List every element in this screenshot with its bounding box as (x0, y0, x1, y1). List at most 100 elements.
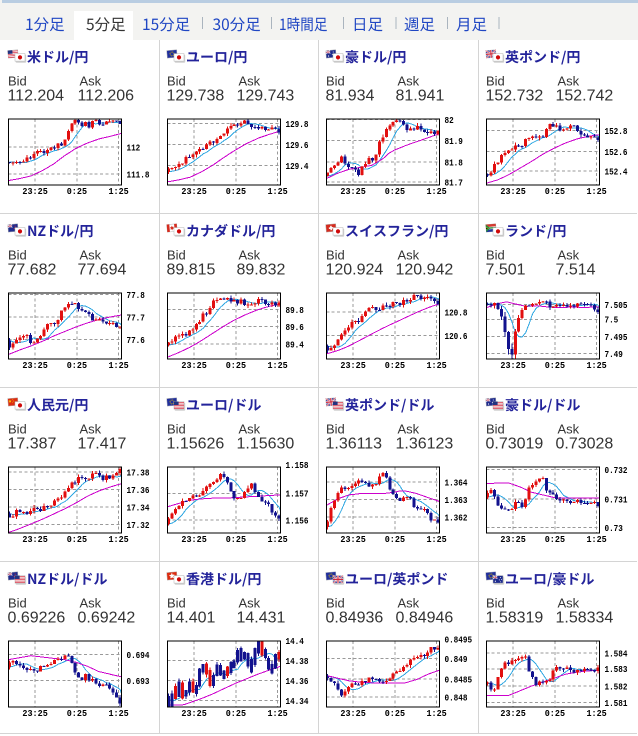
svg-text:0.848: 0.848 (445, 693, 468, 704)
svg-text:Ask: Ask (398, 248, 420, 263)
svg-text:1:25: 1:25 (268, 708, 289, 719)
svg-text:Ask: Ask (79, 74, 101, 89)
svg-text:Bid: Bid (167, 74, 186, 89)
svg-text:Bid: Bid (167, 422, 186, 437)
svg-text:0:25: 0:25 (67, 360, 88, 371)
svg-text:1.364: 1.364 (445, 478, 468, 489)
svg-text:Ask: Ask (79, 422, 101, 437)
svg-text:23:25: 23:25 (500, 534, 526, 545)
svg-text:1.158: 1.158 (286, 460, 309, 471)
svg-text:1.362: 1.362 (445, 513, 468, 524)
svg-text:0:25: 0:25 (226, 534, 247, 545)
svg-text:1:25: 1:25 (427, 360, 448, 371)
svg-text:14.401: 14.401 (167, 610, 216, 627)
svg-text:89.832: 89.832 (237, 262, 286, 279)
svg-text:23:25: 23:25 (182, 186, 208, 197)
svg-text:1:25: 1:25 (268, 186, 289, 197)
svg-text:0:25: 0:25 (226, 186, 247, 197)
svg-text:Ask: Ask (557, 248, 579, 263)
svg-text:1.36113: 1.36113 (326, 436, 383, 453)
svg-text:129.4: 129.4 (286, 161, 309, 172)
svg-text:Bid: Bid (8, 248, 27, 263)
svg-text:Ask: Ask (79, 248, 101, 263)
svg-text:Bid: Bid (326, 422, 345, 437)
svg-text:0.731: 0.731 (604, 495, 627, 506)
svg-text:23:25: 23:25 (341, 534, 367, 545)
svg-text:Ask: Ask (398, 74, 420, 89)
svg-text:82: 82 (445, 115, 454, 126)
svg-text:81.9: 81.9 (445, 136, 464, 147)
svg-text:0.693: 0.693 (126, 676, 149, 687)
svg-text:Ask: Ask (557, 596, 579, 611)
svg-text:23:25: 23:25 (341, 360, 367, 371)
svg-text:0:25: 0:25 (544, 534, 565, 545)
svg-text:7.49: 7.49 (604, 349, 623, 360)
svg-text:1:25: 1:25 (427, 534, 448, 545)
svg-text:0.84936: 0.84936 (326, 610, 384, 627)
svg-text:152.732: 152.732 (485, 88, 543, 105)
svg-text:0.849: 0.849 (445, 654, 468, 665)
svg-text:152.742: 152.742 (555, 88, 613, 105)
svg-text:1:25: 1:25 (586, 534, 607, 545)
svg-text:Bid: Bid (326, 248, 345, 263)
svg-text:1:25: 1:25 (268, 534, 289, 545)
svg-text:7.501: 7.501 (485, 262, 525, 279)
svg-text:0.732: 0.732 (604, 465, 627, 476)
svg-text:17.38: 17.38 (126, 468, 149, 479)
svg-text:Bid: Bid (167, 248, 186, 263)
svg-text:0:25: 0:25 (544, 186, 565, 197)
svg-text:17.387: 17.387 (7, 436, 56, 453)
svg-text:1.156: 1.156 (286, 516, 309, 527)
svg-text:Ask: Ask (398, 596, 420, 611)
svg-text:1:25: 1:25 (427, 708, 448, 719)
svg-text:Bid: Bid (486, 596, 505, 611)
svg-text:23:25: 23:25 (22, 708, 48, 719)
svg-text:14.36: 14.36 (286, 676, 309, 687)
svg-text:Ask: Ask (398, 422, 420, 437)
svg-text:152.4: 152.4 (604, 167, 627, 178)
svg-text:14.34: 14.34 (286, 696, 309, 707)
svg-text:23:25: 23:25 (22, 186, 48, 197)
svg-text:Ask: Ask (239, 74, 261, 89)
svg-text:77.694: 77.694 (77, 262, 126, 279)
svg-text:17.36: 17.36 (126, 485, 149, 496)
svg-text:1:25: 1:25 (586, 708, 607, 719)
svg-text:Ask: Ask (239, 248, 261, 263)
svg-text:0.84946: 0.84946 (396, 610, 454, 627)
svg-text:14.431: 14.431 (237, 610, 286, 627)
svg-text:14.4: 14.4 (286, 636, 305, 647)
svg-text:7.495: 7.495 (604, 332, 627, 343)
svg-text:0:25: 0:25 (226, 360, 247, 371)
svg-text:129.738: 129.738 (167, 88, 225, 105)
svg-text:111.8: 111.8 (126, 170, 149, 181)
svg-text:77.8: 77.8 (126, 290, 145, 301)
svg-text:81.941: 81.941 (396, 88, 445, 105)
svg-text:7.505: 7.505 (604, 300, 627, 311)
svg-text:89.8: 89.8 (286, 305, 305, 316)
svg-text:1:25: 1:25 (108, 186, 129, 197)
svg-text:0:25: 0:25 (385, 708, 406, 719)
svg-text:23:25: 23:25 (182, 708, 208, 719)
svg-text:81.7: 81.7 (445, 178, 464, 189)
svg-text:152.6: 152.6 (604, 147, 627, 158)
svg-text:Ask: Ask (557, 422, 579, 437)
svg-text:Ask: Ask (239, 422, 261, 437)
svg-text:1.363: 1.363 (445, 495, 468, 506)
svg-text:0:25: 0:25 (67, 186, 88, 197)
svg-text:120.6: 120.6 (445, 331, 468, 342)
svg-text:23:25: 23:25 (341, 186, 367, 197)
svg-text:23:25: 23:25 (500, 360, 526, 371)
svg-text:1.15630: 1.15630 (237, 436, 295, 453)
svg-text:1:25: 1:25 (108, 534, 129, 545)
svg-text:0.69242: 0.69242 (77, 610, 135, 627)
svg-text:112.204: 112.204 (7, 88, 64, 105)
svg-text:1.583: 1.583 (604, 664, 627, 675)
svg-text:129.8: 129.8 (286, 119, 309, 130)
svg-text:1.58319: 1.58319 (485, 610, 543, 627)
svg-text:17.417: 17.417 (77, 436, 126, 453)
svg-text:Ask: Ask (239, 596, 261, 611)
svg-text:23:25: 23:25 (22, 534, 48, 545)
svg-text:0.8485: 0.8485 (445, 675, 473, 686)
svg-text:Bid: Bid (326, 596, 345, 611)
svg-text:77.682: 77.682 (7, 262, 56, 279)
